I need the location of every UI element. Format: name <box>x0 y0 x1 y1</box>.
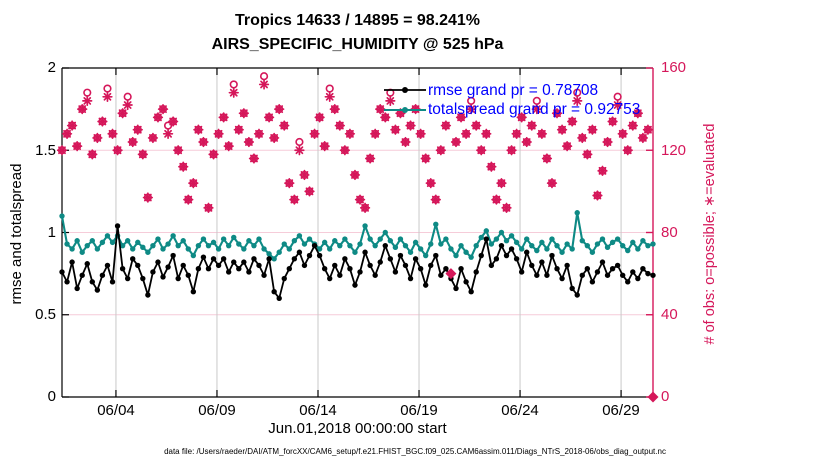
grid-lines <box>62 68 653 397</box>
x-tick-jun29: 06/29 <box>602 402 640 419</box>
data-file-path: data file: /Users/raeder/DAI/ATM_forcXX/… <box>164 447 666 456</box>
x-tick-jun14: 06/14 <box>299 402 337 419</box>
right-tick-160: 160 <box>661 59 687 76</box>
right-tick-80: 80 <box>661 224 678 241</box>
left-axis-label: rmse and totalspread <box>8 163 25 305</box>
legend-totalspread-label: totalspread grand pr = 0.92753 <box>428 101 641 118</box>
left-tick-0_5: 0.5 <box>35 306 56 323</box>
left-tick-1: 1 <box>47 224 56 241</box>
left-tick-2: 2 <box>47 59 56 76</box>
right-axis-label: # of obs: o=possible; ∗=evaluated <box>702 123 718 345</box>
rmse-line <box>59 223 656 301</box>
legend-rmse-label: rmse grand pr = 0.78708 <box>428 82 599 99</box>
obs-scatter <box>56 72 659 403</box>
title-variable: AIRS_SPECIFIC_HUMIDITY @ 525 hPa <box>211 36 504 53</box>
right-tick-40: 40 <box>661 306 678 323</box>
x-tick-jun19: 06/19 <box>400 402 438 419</box>
title-stats: Tropics 14633 / 14895 = 98.241% <box>234 12 481 29</box>
x-tick-jun09: 06/09 <box>198 402 236 419</box>
totalspread-line <box>59 210 656 262</box>
x-tick-jun04: 06/04 <box>97 402 135 419</box>
left-tick-1_5: 1.5 <box>35 142 56 159</box>
x-tick-jun24: 06/24 <box>501 402 539 419</box>
left-tick-0: 0 <box>47 388 56 405</box>
axes-frame <box>61 67 654 398</box>
legend-samples <box>384 87 426 113</box>
right-tick-120: 120 <box>661 142 687 159</box>
right-tick-0: 0 <box>661 388 670 405</box>
x-axis-label: Jun.01,2018 00:00:00 start <box>268 420 447 437</box>
